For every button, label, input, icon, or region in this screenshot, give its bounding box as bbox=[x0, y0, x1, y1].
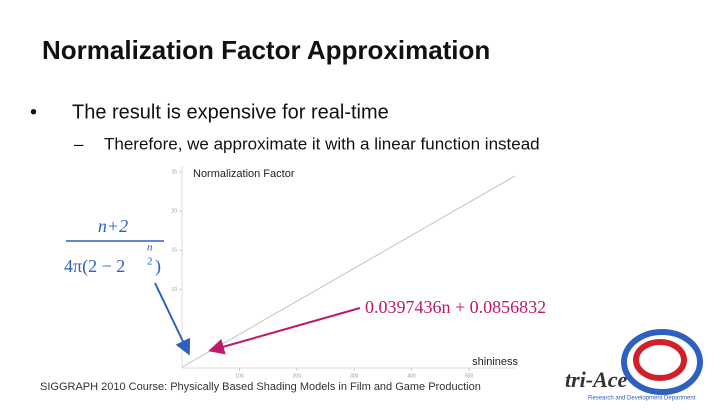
x-tick-label: 500 bbox=[465, 373, 474, 379]
y-tick-label: 25 bbox=[171, 169, 177, 175]
formula-exponent-denominator: 2 bbox=[147, 256, 153, 268]
data-line bbox=[181, 175, 516, 368]
logo-name: tri-Ace bbox=[565, 367, 628, 392]
y-tick-label: 10 bbox=[171, 287, 177, 293]
bullet-dot: • bbox=[30, 101, 37, 123]
arrow bbox=[154, 282, 191, 356]
sub-bullet: Therefore, we approximate it with a line… bbox=[104, 134, 540, 153]
x-tick-label: 300 bbox=[350, 373, 359, 379]
slide-title: Normalization Factor Approximation bbox=[42, 35, 490, 65]
formula: n+2 4π(2 − 2 n 2 ) bbox=[64, 216, 164, 277]
y-axis-title: Normalization Factor bbox=[193, 168, 295, 180]
logo: tri-Ace Research and Development Departm… bbox=[565, 329, 703, 402]
footer: SIGGRAPH 2010 Course: Physically Based S… bbox=[40, 381, 481, 393]
y-tick-label: 20 bbox=[171, 209, 177, 215]
bullet: The result is expensive for real-time bbox=[72, 101, 389, 123]
bullet-dash: – bbox=[74, 134, 84, 153]
x-tick-label: 100 bbox=[235, 373, 244, 379]
logo-ring bbox=[633, 339, 687, 381]
logo-ring bbox=[621, 329, 703, 395]
formula-exponent-numerator: n bbox=[147, 242, 153, 254]
plot: 10 15 20 25 100 200 300 400 500 Normalization Fac… bbox=[171, 166, 518, 379]
x-axis-title: shininess bbox=[472, 356, 518, 368]
logo-subtitle: Research and Development Department bbox=[588, 396, 696, 402]
approximation: 0.0397436n + 0.0856832 bbox=[365, 297, 546, 317]
formula-closing: ) bbox=[155, 256, 161, 277]
x-tick-label: 400 bbox=[407, 373, 416, 379]
y-tick-label: 15 bbox=[171, 248, 177, 254]
arrow bbox=[208, 307, 361, 355]
formula-denominator: 4π(2 − 2 bbox=[64, 256, 125, 277]
x-tick-label: 200 bbox=[293, 373, 302, 379]
formula-numerator: n+2 bbox=[98, 216, 128, 236]
